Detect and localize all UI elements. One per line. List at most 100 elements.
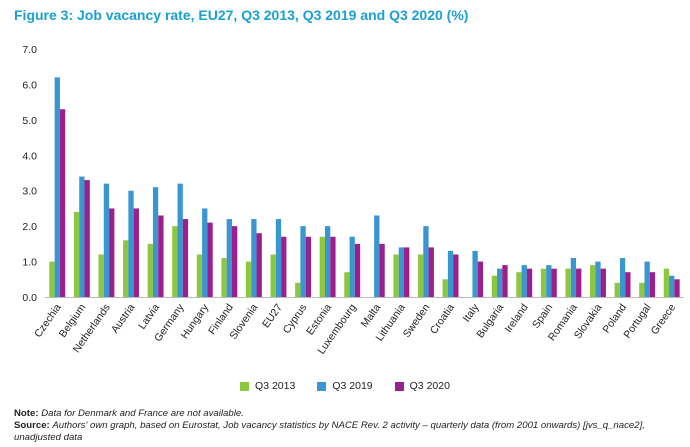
y-tick-label: 5.0 — [22, 115, 37, 127]
bar-sweden-q3-2013 — [417, 254, 424, 297]
bar-finland-q3-2020 — [231, 226, 238, 297]
bar-italy-q3-2019 — [472, 250, 478, 297]
legend-label-q3-2020: Q3 2020 — [409, 380, 450, 392]
bar-ireland-q3-2013 — [516, 272, 522, 297]
x-tick-label-ireland: Ireland — [502, 302, 530, 335]
bar-latvia-q3-2019 — [152, 187, 159, 297]
bar-czechia-q3-2013 — [49, 261, 55, 297]
bar-romania-q3-2013 — [565, 268, 571, 297]
bar-poland-q3-2013 — [614, 282, 620, 297]
bar-portugal-q3-2019 — [644, 261, 650, 297]
bar-netherlands-q3-2019 — [103, 183, 110, 297]
legend-swatch-q3-2019 — [317, 381, 327, 391]
bar-luxembourg-q3-2020 — [354, 243, 361, 297]
y-tick-label: 7.0 — [22, 44, 37, 56]
bar-finland-q3-2013 — [221, 258, 227, 297]
x-tick-label-spain: Spain — [530, 302, 555, 331]
bar-austria-q3-2013 — [123, 240, 129, 297]
bar-netherlands-q3-2013 — [98, 254, 104, 297]
legend-item-q3-2019: Q3 2019 — [317, 380, 373, 392]
legend-item-q3-2013: Q3 2013 — [240, 380, 295, 392]
bar-austria-q3-2019 — [128, 190, 134, 297]
bar-estonia-q3-2019 — [324, 226, 331, 297]
x-tick-label-croatia: Croatia — [428, 302, 457, 337]
bar-czechia-q3-2020 — [59, 109, 66, 297]
note-line: Note: Data for Denmark and France are no… — [14, 408, 684, 420]
bar-malta-q3-2019 — [374, 215, 380, 297]
source-text: Authors' own graph, based on Eurostat, J… — [14, 420, 645, 443]
bar-cyprus-q3-2020 — [305, 236, 312, 297]
bar-lithuania-q3-2019 — [398, 247, 405, 297]
bar-belgium-q3-2019 — [79, 176, 85, 297]
bar-eu27-q3-2019 — [275, 219, 282, 297]
bar-malta-q3-2020 — [379, 243, 385, 297]
bar-eu27-q3-2020 — [281, 236, 287, 297]
chart-title: Figure 3: Job vacancy rate, EU27, Q3 201… — [14, 7, 469, 23]
bar-poland-q3-2019 — [619, 258, 626, 297]
bar-portugal-q3-2020 — [649, 272, 656, 297]
bar-ireland-q3-2020 — [526, 268, 533, 297]
bar-croatia-q3-2020 — [453, 254, 459, 297]
bar-group — [49, 77, 680, 297]
source-line: Source: Authors' own graph, based on Eur… — [14, 420, 684, 444]
bar-greece-q3-2013 — [663, 268, 670, 297]
bar-bulgaria-q3-2013 — [491, 275, 498, 297]
bar-croatia-q3-2013 — [442, 279, 448, 297]
bar-greece-q3-2020 — [674, 279, 680, 297]
bar-germany-q3-2019 — [177, 183, 183, 297]
y-tick-label: 6.0 — [22, 79, 37, 91]
y-tick-label: 2.0 — [22, 221, 37, 233]
bar-austria-q3-2020 — [133, 208, 139, 297]
bar-bulgaria-q3-2019 — [497, 268, 503, 297]
bar-luxembourg-q3-2013 — [344, 272, 350, 297]
bar-ireland-q3-2019 — [521, 265, 527, 297]
bar-belgium-q3-2020 — [84, 180, 90, 297]
bar-spain-q3-2020 — [551, 268, 557, 297]
bar-bulgaria-q3-2020 — [502, 265, 508, 297]
note-label: Note: — [14, 408, 39, 419]
bar-cyprus-q3-2019 — [300, 226, 306, 297]
bar-romania-q3-2019 — [570, 258, 577, 297]
bar-estonia-q3-2020 — [330, 236, 336, 297]
x-axis-labels: CzechiaBelgiumNetherlandsAustriaLatviaGe… — [32, 301, 678, 356]
bar-germany-q3-2013 — [172, 226, 178, 297]
bar-italy-q3-2020 — [477, 261, 484, 297]
y-tick-label: 0.0 — [22, 292, 37, 304]
y-tick-label: 4.0 — [22, 150, 37, 162]
bar-finland-q3-2019 — [226, 219, 232, 297]
bar-chart: 0.0 1.0 2.0 3.0 4.0 5.0 6.0 7.0 CzechiaBelgiumN… — [22, 44, 684, 357]
bar-slovakia-q3-2019 — [595, 261, 601, 297]
bar-latvia-q3-2020 — [158, 215, 164, 297]
note-text: Data for Denmark and France are not avai… — [41, 408, 244, 419]
legend-swatch-q3-2020 — [394, 381, 404, 391]
bar-eu27-q3-2013 — [270, 254, 276, 297]
bar-lithuania-q3-2013 — [393, 254, 399, 297]
bar-spain-q3-2013 — [540, 268, 547, 297]
bar-hungary-q3-2013 — [196, 254, 203, 297]
bar-cyprus-q3-2013 — [295, 282, 301, 297]
bar-poland-q3-2020 — [625, 272, 631, 297]
bar-spain-q3-2019 — [546, 265, 552, 297]
bar-estonia-q3-2013 — [319, 236, 325, 297]
legend-label-q3-2013: Q3 2013 — [255, 380, 296, 392]
bar-luxembourg-q3-2019 — [349, 236, 355, 297]
bar-latvia-q3-2013 — [147, 243, 153, 297]
bar-sweden-q3-2020 — [428, 247, 434, 297]
bar-slovenia-q3-2020 — [256, 233, 262, 297]
x-tick-label-eu27: EU27 — [260, 302, 285, 331]
legend-label-q3-2019: Q3 2019 — [332, 380, 373, 392]
bar-portugal-q3-2013 — [639, 282, 645, 297]
bar-slovenia-q3-2013 — [245, 261, 252, 297]
bar-croatia-q3-2019 — [447, 250, 454, 297]
bar-romania-q3-2020 — [576, 268, 582, 297]
bar-slovenia-q3-2019 — [251, 219, 257, 297]
legend-swatch-q3-2013 — [240, 381, 250, 391]
bar-czechia-q3-2019 — [54, 77, 60, 297]
x-tick-label-italy: Italy — [461, 301, 482, 324]
bar-belgium-q3-2013 — [73, 211, 80, 297]
x-tick-label-austria: Austria — [109, 302, 138, 336]
bar-greece-q3-2019 — [669, 275, 675, 297]
bar-germany-q3-2020 — [182, 219, 189, 297]
bar-hungary-q3-2019 — [202, 208, 208, 297]
bar-sweden-q3-2019 — [423, 226, 429, 297]
